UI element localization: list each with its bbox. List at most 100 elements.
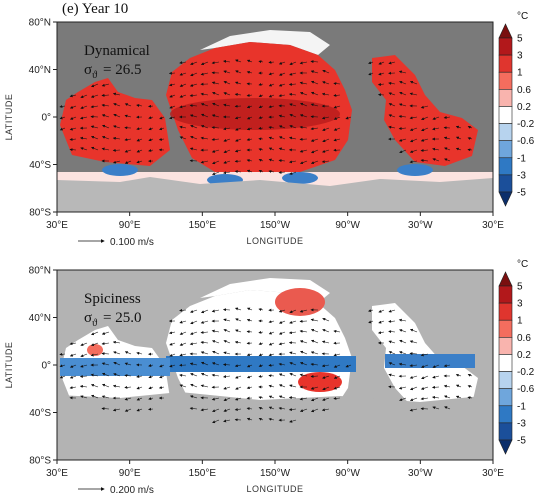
vector	[124, 385, 132, 389]
vector	[212, 91, 220, 96]
vector	[101, 93, 110, 97]
vector	[420, 364, 429, 368]
vector	[223, 397, 231, 401]
y-axis-label: LATITUDE	[4, 342, 14, 389]
vector	[268, 83, 275, 87]
vector	[246, 407, 253, 411]
vector	[223, 408, 231, 412]
vector	[258, 148, 264, 151]
vector	[467, 125, 473, 129]
vector	[432, 147, 440, 151]
vector	[179, 308, 187, 312]
vector	[223, 160, 231, 164]
colorbar-label: 3	[517, 299, 523, 310]
colorbar-bin	[498, 89, 513, 107]
vector	[101, 114, 110, 118]
colorbar-label: -0.2	[517, 367, 535, 378]
x-axis-label: LONGITUDE	[246, 236, 303, 246]
vector	[300, 102, 308, 107]
vector	[432, 127, 440, 131]
colorbar-bin	[498, 37, 513, 56]
vector	[148, 364, 154, 367]
vector	[299, 373, 308, 377]
vector	[235, 318, 242, 322]
vector	[420, 158, 429, 162]
vector	[409, 116, 418, 120]
vector	[378, 61, 385, 65]
vector	[409, 160, 418, 164]
vector	[90, 353, 99, 357]
y-tick-label: 0°	[41, 113, 51, 124]
vector	[223, 318, 231, 322]
vector	[200, 160, 209, 164]
panels: 80°N40°N0°40°S80°S30°E 90°E 150°E 150°W 90°W…	[4, 11, 535, 496]
vector	[258, 94, 264, 98]
vector	[148, 149, 154, 152]
vector	[299, 125, 308, 129]
vector	[299, 408, 308, 412]
vector	[189, 362, 198, 366]
sigma-sub: ϑ	[92, 70, 97, 81]
vector	[189, 104, 198, 108]
vector	[179, 331, 187, 335]
vector	[310, 386, 319, 390]
vector	[101, 407, 110, 411]
vector	[388, 373, 396, 377]
vector	[211, 61, 220, 65]
vector	[322, 329, 330, 333]
vector	[409, 92, 418, 96]
vector	[112, 148, 121, 152]
vector	[136, 149, 143, 153]
colorbar-label: -0.6	[517, 384, 535, 395]
vector	[299, 81, 308, 85]
vector	[246, 105, 253, 109]
vector	[223, 127, 231, 131]
vector	[211, 114, 220, 118]
vector	[190, 61, 198, 65]
vector	[258, 116, 264, 119]
vector	[288, 160, 297, 164]
vector	[368, 72, 374, 76]
vector	[112, 340, 121, 344]
vector	[378, 320, 385, 324]
vector	[258, 60, 264, 64]
vector	[212, 350, 220, 355]
vector	[399, 149, 407, 154]
map-panel: 80°N40°N0°40°S80°S30°E 90°E 150°E 150°W 90°W…	[4, 259, 535, 496]
vector	[246, 307, 253, 311]
vector	[455, 373, 462, 377]
vector	[377, 82, 385, 86]
vector	[148, 116, 154, 120]
vector	[421, 127, 429, 132]
vector	[189, 395, 198, 399]
vector	[200, 136, 209, 140]
vector	[101, 331, 110, 335]
vector	[278, 147, 286, 151]
vector	[321, 92, 330, 96]
vector	[378, 331, 385, 335]
vector	[124, 362, 132, 366]
vector	[258, 126, 264, 130]
vector	[388, 309, 396, 313]
vector	[299, 114, 308, 118]
colorbar-label: -1	[517, 153, 526, 164]
antarctica	[57, 392, 493, 460]
vector	[409, 149, 418, 153]
colorbar-label: -5	[517, 436, 526, 447]
anomaly-blue	[397, 164, 433, 176]
vector	[258, 396, 264, 400]
vector	[169, 94, 176, 98]
vector	[278, 384, 286, 388]
vector	[80, 353, 88, 357]
ocean-white	[200, 278, 330, 303]
colorbar-end	[498, 439, 513, 455]
colorbar-label: 0.6	[517, 85, 531, 96]
vector	[288, 92, 297, 96]
vector	[158, 137, 165, 141]
vector	[148, 386, 154, 390]
vector	[311, 149, 319, 154]
vector	[409, 397, 418, 402]
vector	[101, 147, 110, 151]
vector	[278, 406, 286, 410]
vector	[398, 126, 407, 130]
